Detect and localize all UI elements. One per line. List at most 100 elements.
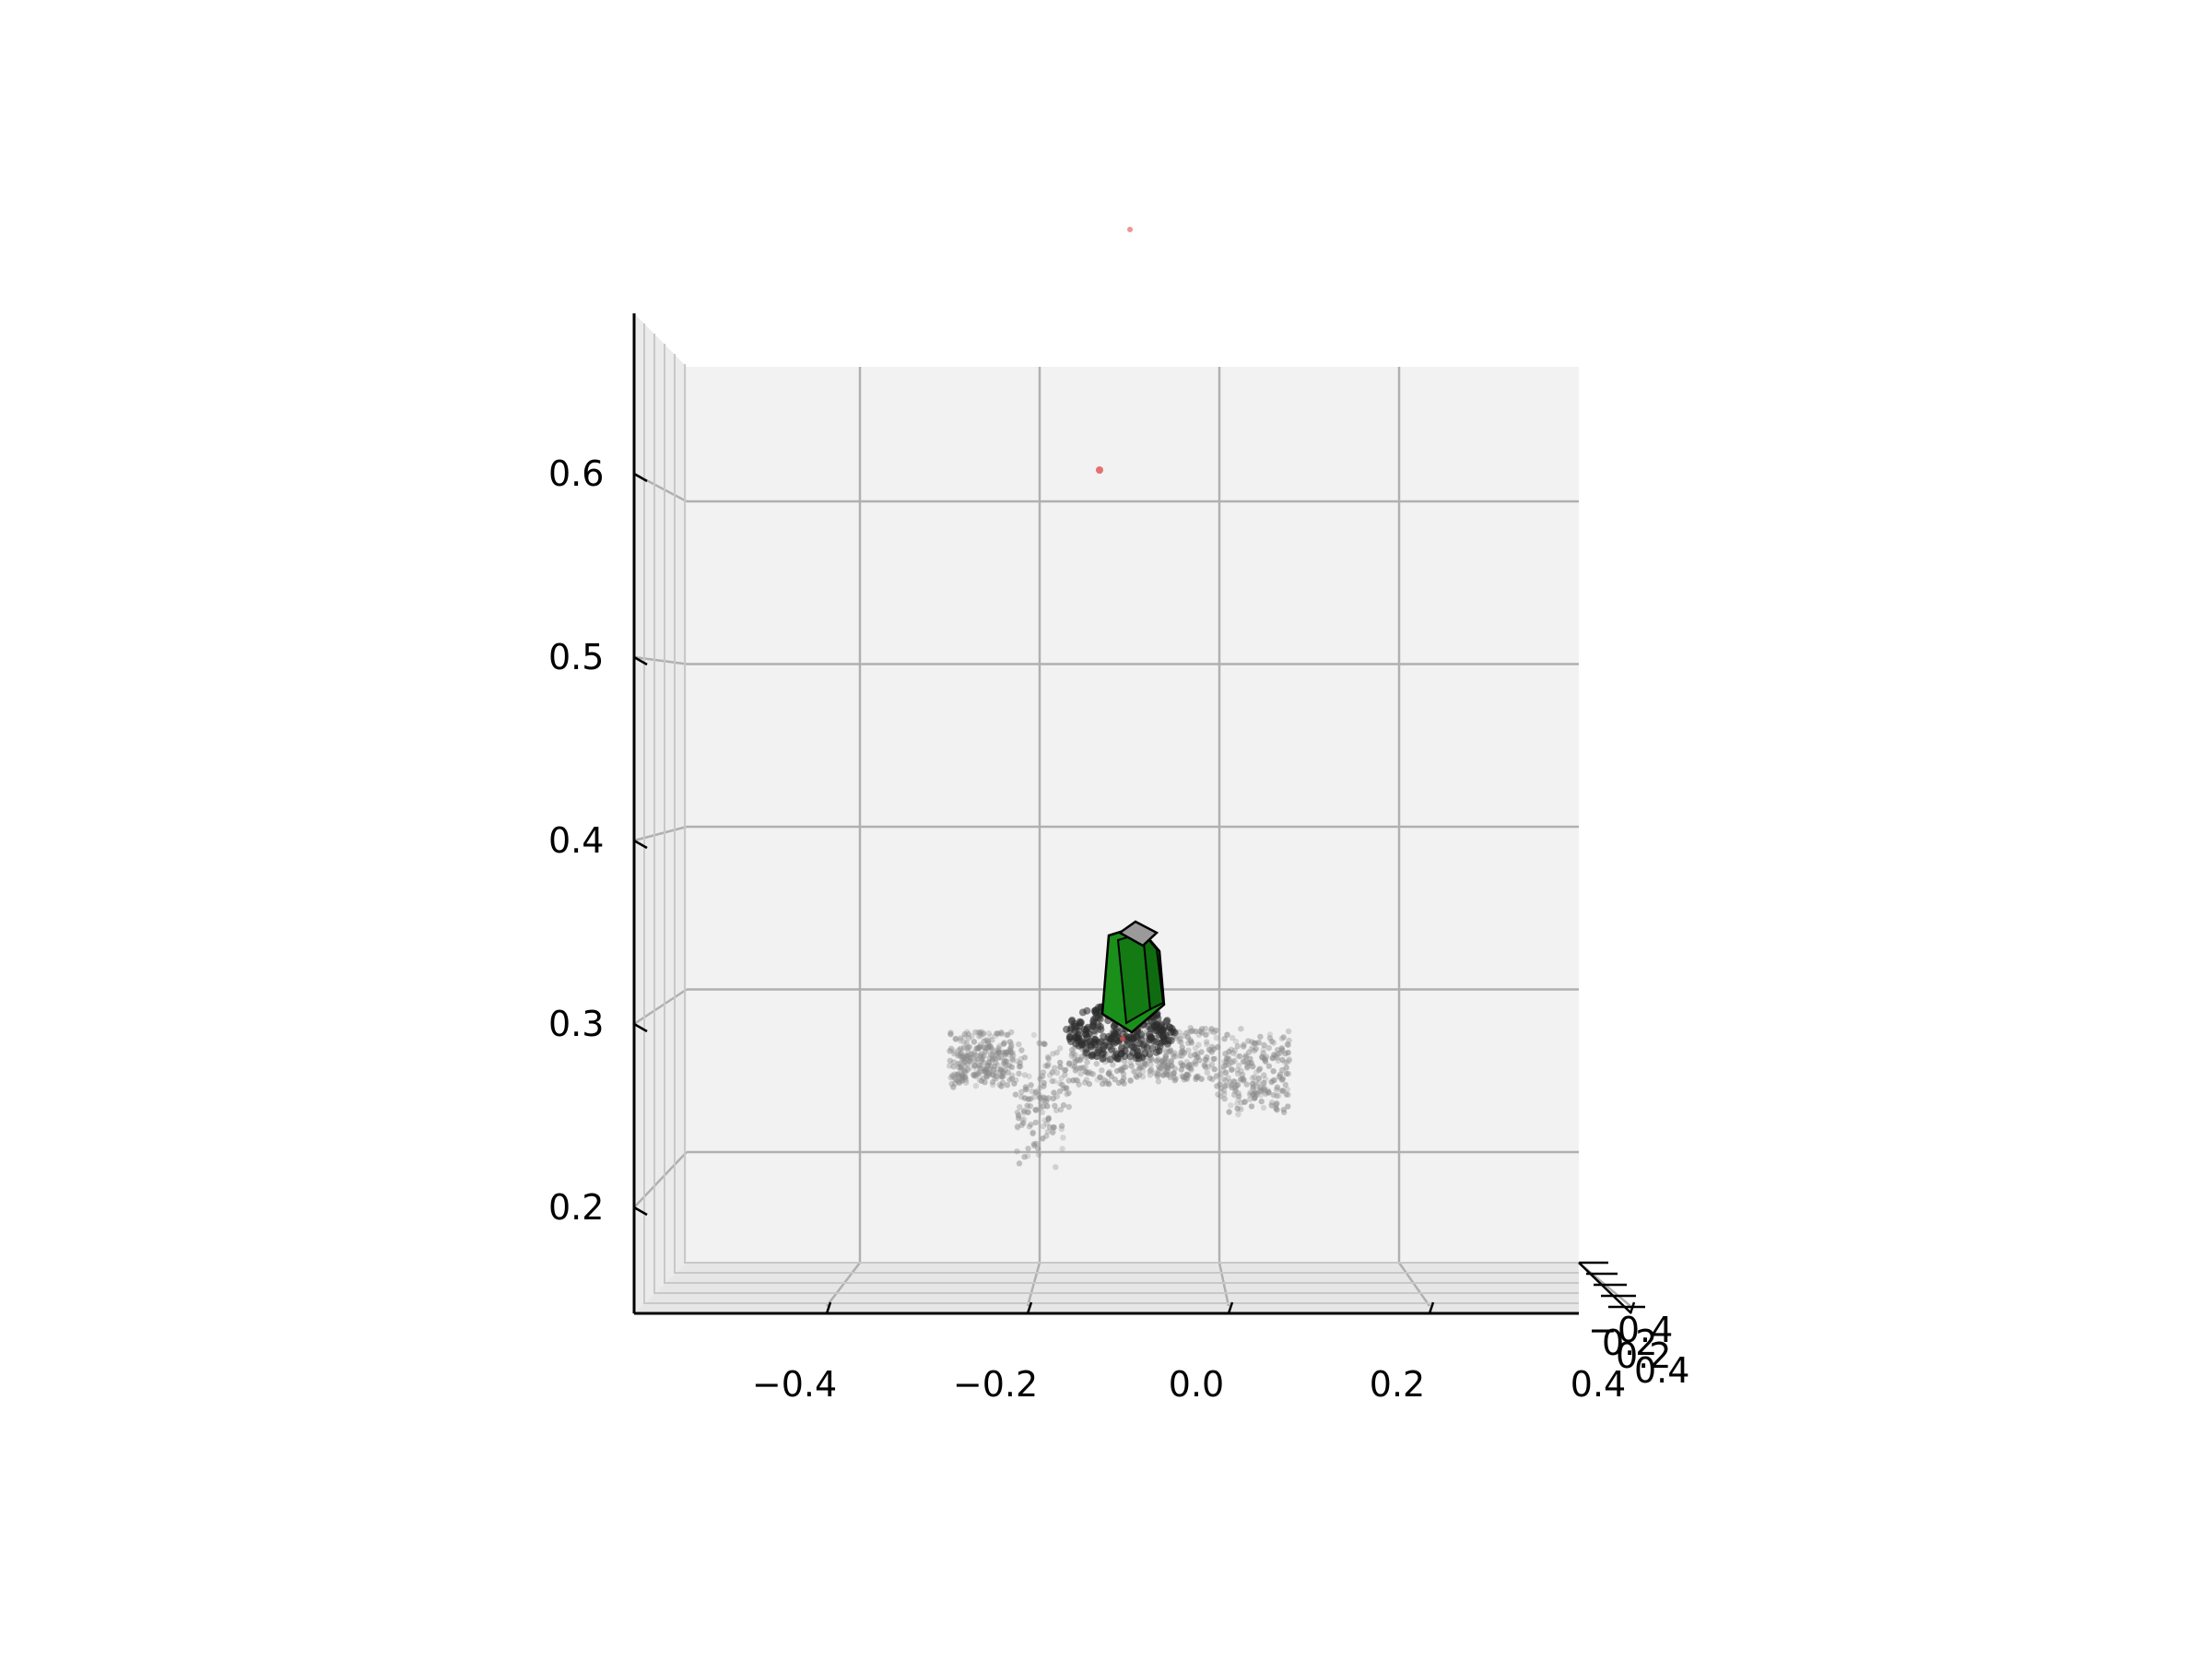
cloud-point	[1002, 1058, 1009, 1065]
cloud-point	[1162, 1047, 1169, 1053]
cloud-point	[1220, 1076, 1227, 1082]
cloud-point	[1110, 1062, 1116, 1068]
cloud-point	[1061, 1085, 1067, 1092]
cloud-point	[999, 1074, 1006, 1080]
cloud-point	[1257, 1084, 1264, 1091]
cloud-point	[1184, 1030, 1191, 1036]
object-point	[1148, 1044, 1157, 1053]
cloud-point	[1279, 1047, 1286, 1053]
cloud-point	[1255, 1080, 1262, 1087]
cloud-point	[1177, 1035, 1183, 1042]
object-point	[1134, 1033, 1141, 1041]
cloud-point	[1251, 1040, 1258, 1046]
cloud-point	[997, 1066, 1005, 1073]
cloud-point	[973, 1045, 980, 1052]
cloud-point	[1053, 1093, 1061, 1100]
cloud-point	[1068, 1053, 1075, 1060]
cloud-point	[965, 1030, 971, 1038]
z-tick-label: 0.3	[548, 1004, 604, 1044]
cloud-point	[994, 1030, 1002, 1037]
cloud-point	[957, 1035, 964, 1041]
x-tick-label: 0.2	[1370, 1364, 1425, 1405]
object-point	[1066, 1033, 1075, 1041]
cloud-point	[1186, 1062, 1193, 1068]
cloud-point	[1217, 1081, 1223, 1088]
cloud-point	[982, 1066, 990, 1073]
cloud-point	[1283, 1059, 1290, 1066]
object-point	[1101, 1038, 1110, 1046]
cloud-point	[971, 1063, 978, 1069]
cloud-point	[1162, 1049, 1170, 1055]
cloud-point	[1004, 1058, 1010, 1065]
cloud-point	[960, 1058, 968, 1065]
cloud-point	[1165, 1068, 1171, 1076]
cloud-point	[1226, 1109, 1232, 1115]
cloud-point	[1202, 1025, 1209, 1032]
object-point	[1108, 1045, 1116, 1053]
pane-background	[687, 367, 1579, 1263]
cloud-point	[1027, 1103, 1034, 1110]
cloud-point	[955, 1064, 962, 1071]
outlier-point	[1120, 1036, 1125, 1041]
cloud-point	[1097, 1074, 1104, 1081]
cloud-point	[1236, 1093, 1242, 1100]
cloud-point	[1266, 1031, 1274, 1038]
cloud-point	[951, 1071, 958, 1077]
cloud-point	[977, 1053, 984, 1059]
cloud-point	[960, 1067, 967, 1074]
cloud-point	[1221, 1090, 1228, 1098]
cloud-point	[1002, 1052, 1008, 1058]
cloud-point	[1232, 1088, 1239, 1095]
cloud-point	[1160, 1072, 1167, 1078]
cloud-point	[1236, 1062, 1242, 1069]
cloud-point	[1221, 1058, 1228, 1065]
cloud-point	[1206, 1064, 1212, 1070]
z-tick-mark	[633, 1022, 648, 1033]
cloud-point	[1062, 1072, 1068, 1078]
cloud-point	[1180, 1032, 1187, 1040]
cloud-point	[956, 1073, 962, 1079]
cloud-point	[1006, 1077, 1013, 1083]
cloud-point	[978, 1054, 984, 1062]
cloud-point	[1041, 1094, 1047, 1100]
cloud-point	[1007, 1050, 1014, 1056]
wall-grid-line-z	[633, 1151, 688, 1208]
cloud-point	[960, 1053, 967, 1061]
cloud-point	[996, 1049, 1003, 1056]
cloud-point	[958, 1053, 964, 1060]
cloud-point	[1184, 1034, 1192, 1041]
cloud-point	[1250, 1064, 1256, 1070]
cloud-point	[1265, 1089, 1272, 1096]
cloud-point	[1218, 1093, 1224, 1100]
cloud-point	[1188, 1040, 1195, 1046]
cloud-point	[1178, 1039, 1184, 1046]
gripper-finger-right	[1141, 929, 1165, 1011]
pane-edge	[664, 344, 1579, 1284]
cloud-point	[1041, 1098, 1048, 1104]
cloud-point	[982, 1068, 988, 1075]
cloud-point	[1159, 1058, 1166, 1065]
cloud-point	[959, 1056, 966, 1063]
cloud-point	[1000, 1060, 1007, 1067]
back-pane	[634, 313, 1579, 1313]
cloud-point	[999, 1049, 1006, 1055]
cloud-point	[1119, 1078, 1125, 1085]
cloud-point	[1262, 1057, 1269, 1064]
cloud-point	[1008, 1043, 1015, 1050]
cloud-point	[1041, 1063, 1049, 1069]
cloud-point	[1159, 1057, 1165, 1065]
cloud-point	[1162, 1055, 1170, 1062]
cloud-point	[964, 1066, 971, 1073]
cloud-point	[1247, 1096, 1253, 1103]
cloud-point	[1221, 1096, 1228, 1102]
cloud-point	[1105, 1070, 1112, 1077]
cloud-point	[955, 1071, 961, 1077]
z-tick-label: 0.5	[548, 637, 604, 677]
cloud-point	[1020, 1108, 1028, 1114]
cloud-point	[1030, 1031, 1038, 1039]
cloud-point	[1049, 1077, 1055, 1085]
object-point	[1106, 1055, 1114, 1064]
cloud-point	[1007, 1064, 1014, 1070]
x-tick-labels: −0.4 −0.2 0.0 0.2 0.4	[752, 1364, 1626, 1405]
cloud-point	[988, 1033, 994, 1040]
